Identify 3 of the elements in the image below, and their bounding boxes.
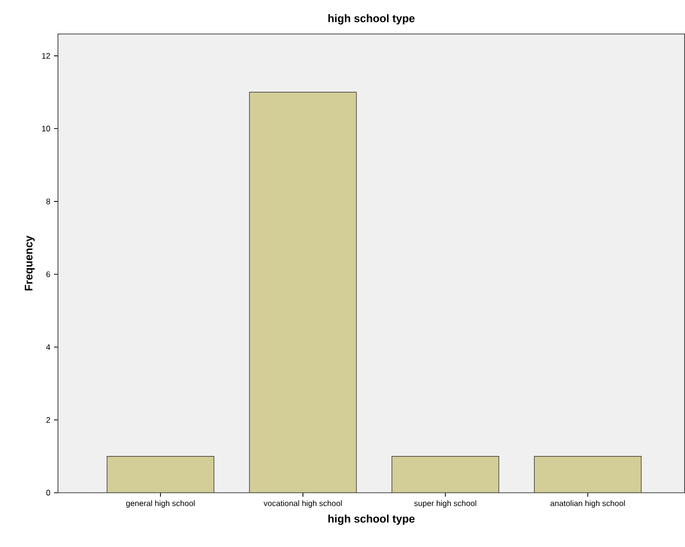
chart-title: high school type <box>328 14 415 25</box>
y-axis-title: Frequency <box>24 236 35 291</box>
x-axis-title: high school type <box>328 514 415 526</box>
